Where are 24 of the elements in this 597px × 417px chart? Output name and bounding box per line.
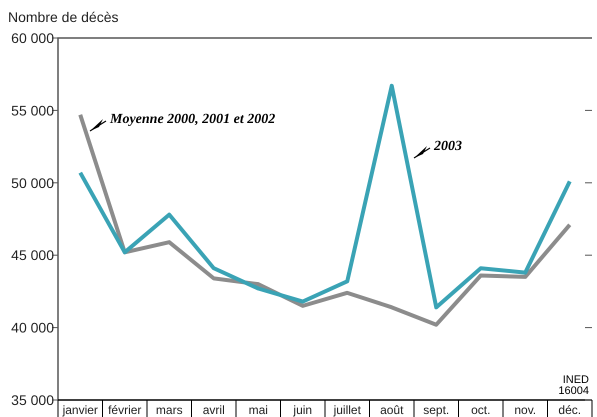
x-tick-label: sept. xyxy=(423,403,450,417)
annotation: Moyenne 2000, 2001 et 2002 xyxy=(109,112,276,127)
y-tick-label: 60 000 xyxy=(11,30,54,46)
y-tick-label: 35 000 xyxy=(11,392,54,408)
x-tick-label: nov. xyxy=(514,403,536,417)
y-axis-title: Nombre de décès xyxy=(8,9,119,25)
x-tick-label: août xyxy=(380,403,404,417)
x-tick-label: mars xyxy=(156,403,183,417)
annotation: 2003 xyxy=(433,139,462,154)
x-tick-label: mai xyxy=(248,403,268,417)
x-tick-label: juillet xyxy=(332,403,362,417)
x-tick-label: juin xyxy=(292,403,312,417)
x-tick-label: déc. xyxy=(558,403,582,417)
x-tick-label: janvier xyxy=(62,403,98,417)
annotation: INED 16004 xyxy=(558,374,590,397)
x-tick-label: avril xyxy=(202,403,225,417)
x-tick-label: oct. xyxy=(471,403,490,417)
y-tick-label: 45 000 xyxy=(11,247,54,264)
line-series xyxy=(78,112,572,327)
y-tick-label: 55 000 xyxy=(11,102,54,118)
x-tick-label: février xyxy=(108,403,142,417)
y-tick-label: 50 000 xyxy=(11,174,54,191)
line-series xyxy=(78,84,572,310)
y-tick-label: 40 000 xyxy=(11,320,54,336)
